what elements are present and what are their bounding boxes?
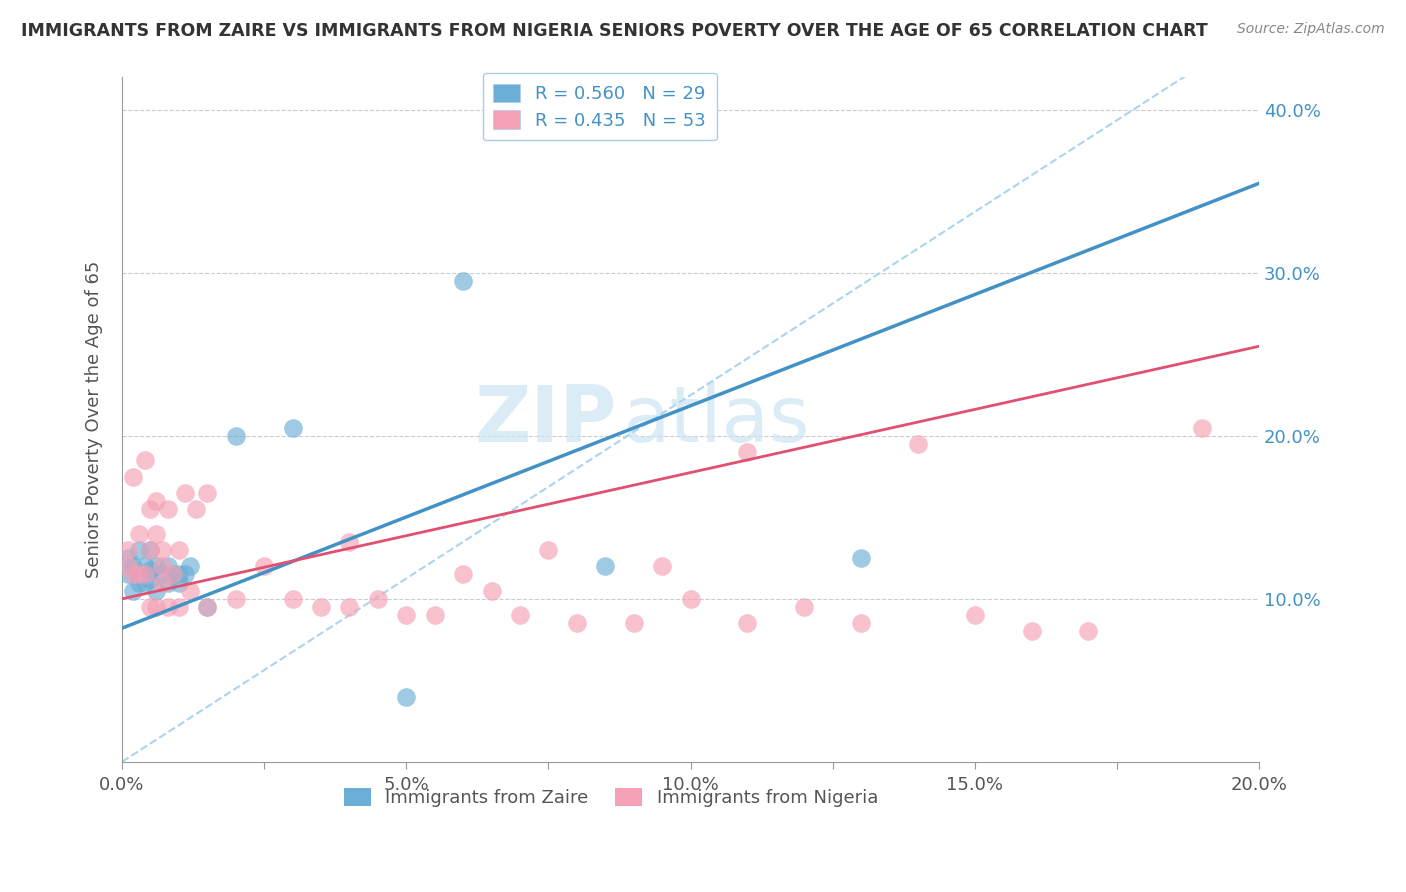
Point — [167, 567, 190, 582]
Point — [167, 575, 190, 590]
Point — [150, 575, 173, 590]
Point — [737, 616, 759, 631]
Point — [139, 562, 162, 576]
Point — [481, 583, 503, 598]
Point — [395, 608, 418, 623]
Point — [173, 486, 195, 500]
Point — [367, 591, 389, 606]
Point — [139, 599, 162, 614]
Point — [156, 599, 179, 614]
Point — [339, 534, 361, 549]
Point — [907, 437, 929, 451]
Point — [134, 559, 156, 574]
Point — [849, 616, 872, 631]
Point — [117, 551, 139, 566]
Point — [225, 591, 247, 606]
Point — [122, 583, 145, 598]
Point — [1021, 624, 1043, 639]
Point — [509, 608, 531, 623]
Point — [281, 591, 304, 606]
Point — [139, 572, 162, 586]
Point — [156, 559, 179, 574]
Point — [150, 543, 173, 558]
Point — [150, 567, 173, 582]
Point — [451, 274, 474, 288]
Point — [117, 559, 139, 574]
Point — [451, 567, 474, 582]
Text: ZIP: ZIP — [474, 382, 617, 458]
Point — [134, 567, 156, 582]
Point — [167, 599, 190, 614]
Point — [963, 608, 986, 623]
Text: atlas: atlas — [623, 382, 810, 458]
Point — [145, 559, 167, 574]
Y-axis label: Seniors Poverty Over the Age of 65: Seniors Poverty Over the Age of 65 — [86, 261, 103, 578]
Point — [679, 591, 702, 606]
Point — [184, 502, 207, 516]
Point — [128, 575, 150, 590]
Point — [179, 583, 201, 598]
Point — [117, 543, 139, 558]
Point — [793, 599, 815, 614]
Text: Source: ZipAtlas.com: Source: ZipAtlas.com — [1237, 22, 1385, 37]
Point — [651, 559, 673, 574]
Point — [128, 567, 150, 582]
Point — [1077, 624, 1099, 639]
Point — [309, 599, 332, 614]
Point — [737, 445, 759, 459]
Point — [565, 616, 588, 631]
Point — [122, 469, 145, 483]
Legend: Immigrants from Zaire, Immigrants from Nigeria: Immigrants from Zaire, Immigrants from N… — [336, 780, 886, 814]
Point — [156, 502, 179, 516]
Point — [145, 583, 167, 598]
Point — [128, 567, 150, 582]
Point — [849, 551, 872, 566]
Point — [156, 575, 179, 590]
Point — [162, 567, 184, 582]
Point — [145, 526, 167, 541]
Point — [128, 543, 150, 558]
Point — [139, 543, 162, 558]
Point — [537, 543, 560, 558]
Point — [173, 567, 195, 582]
Point — [117, 567, 139, 582]
Point — [145, 599, 167, 614]
Point — [395, 690, 418, 704]
Point — [195, 599, 218, 614]
Point — [150, 559, 173, 574]
Point — [122, 559, 145, 574]
Point — [281, 421, 304, 435]
Point — [167, 543, 190, 558]
Point — [339, 599, 361, 614]
Point — [139, 543, 162, 558]
Point — [145, 494, 167, 508]
Point — [134, 575, 156, 590]
Point — [195, 599, 218, 614]
Point — [162, 567, 184, 582]
Point — [179, 559, 201, 574]
Point — [139, 502, 162, 516]
Point — [122, 567, 145, 582]
Point — [134, 453, 156, 467]
Text: IMMIGRANTS FROM ZAIRE VS IMMIGRANTS FROM NIGERIA SENIORS POVERTY OVER THE AGE OF: IMMIGRANTS FROM ZAIRE VS IMMIGRANTS FROM… — [21, 22, 1208, 40]
Point — [253, 559, 276, 574]
Point — [593, 559, 616, 574]
Point — [623, 616, 645, 631]
Point — [128, 526, 150, 541]
Point — [195, 486, 218, 500]
Point — [423, 608, 446, 623]
Point — [1191, 421, 1213, 435]
Point — [225, 429, 247, 443]
